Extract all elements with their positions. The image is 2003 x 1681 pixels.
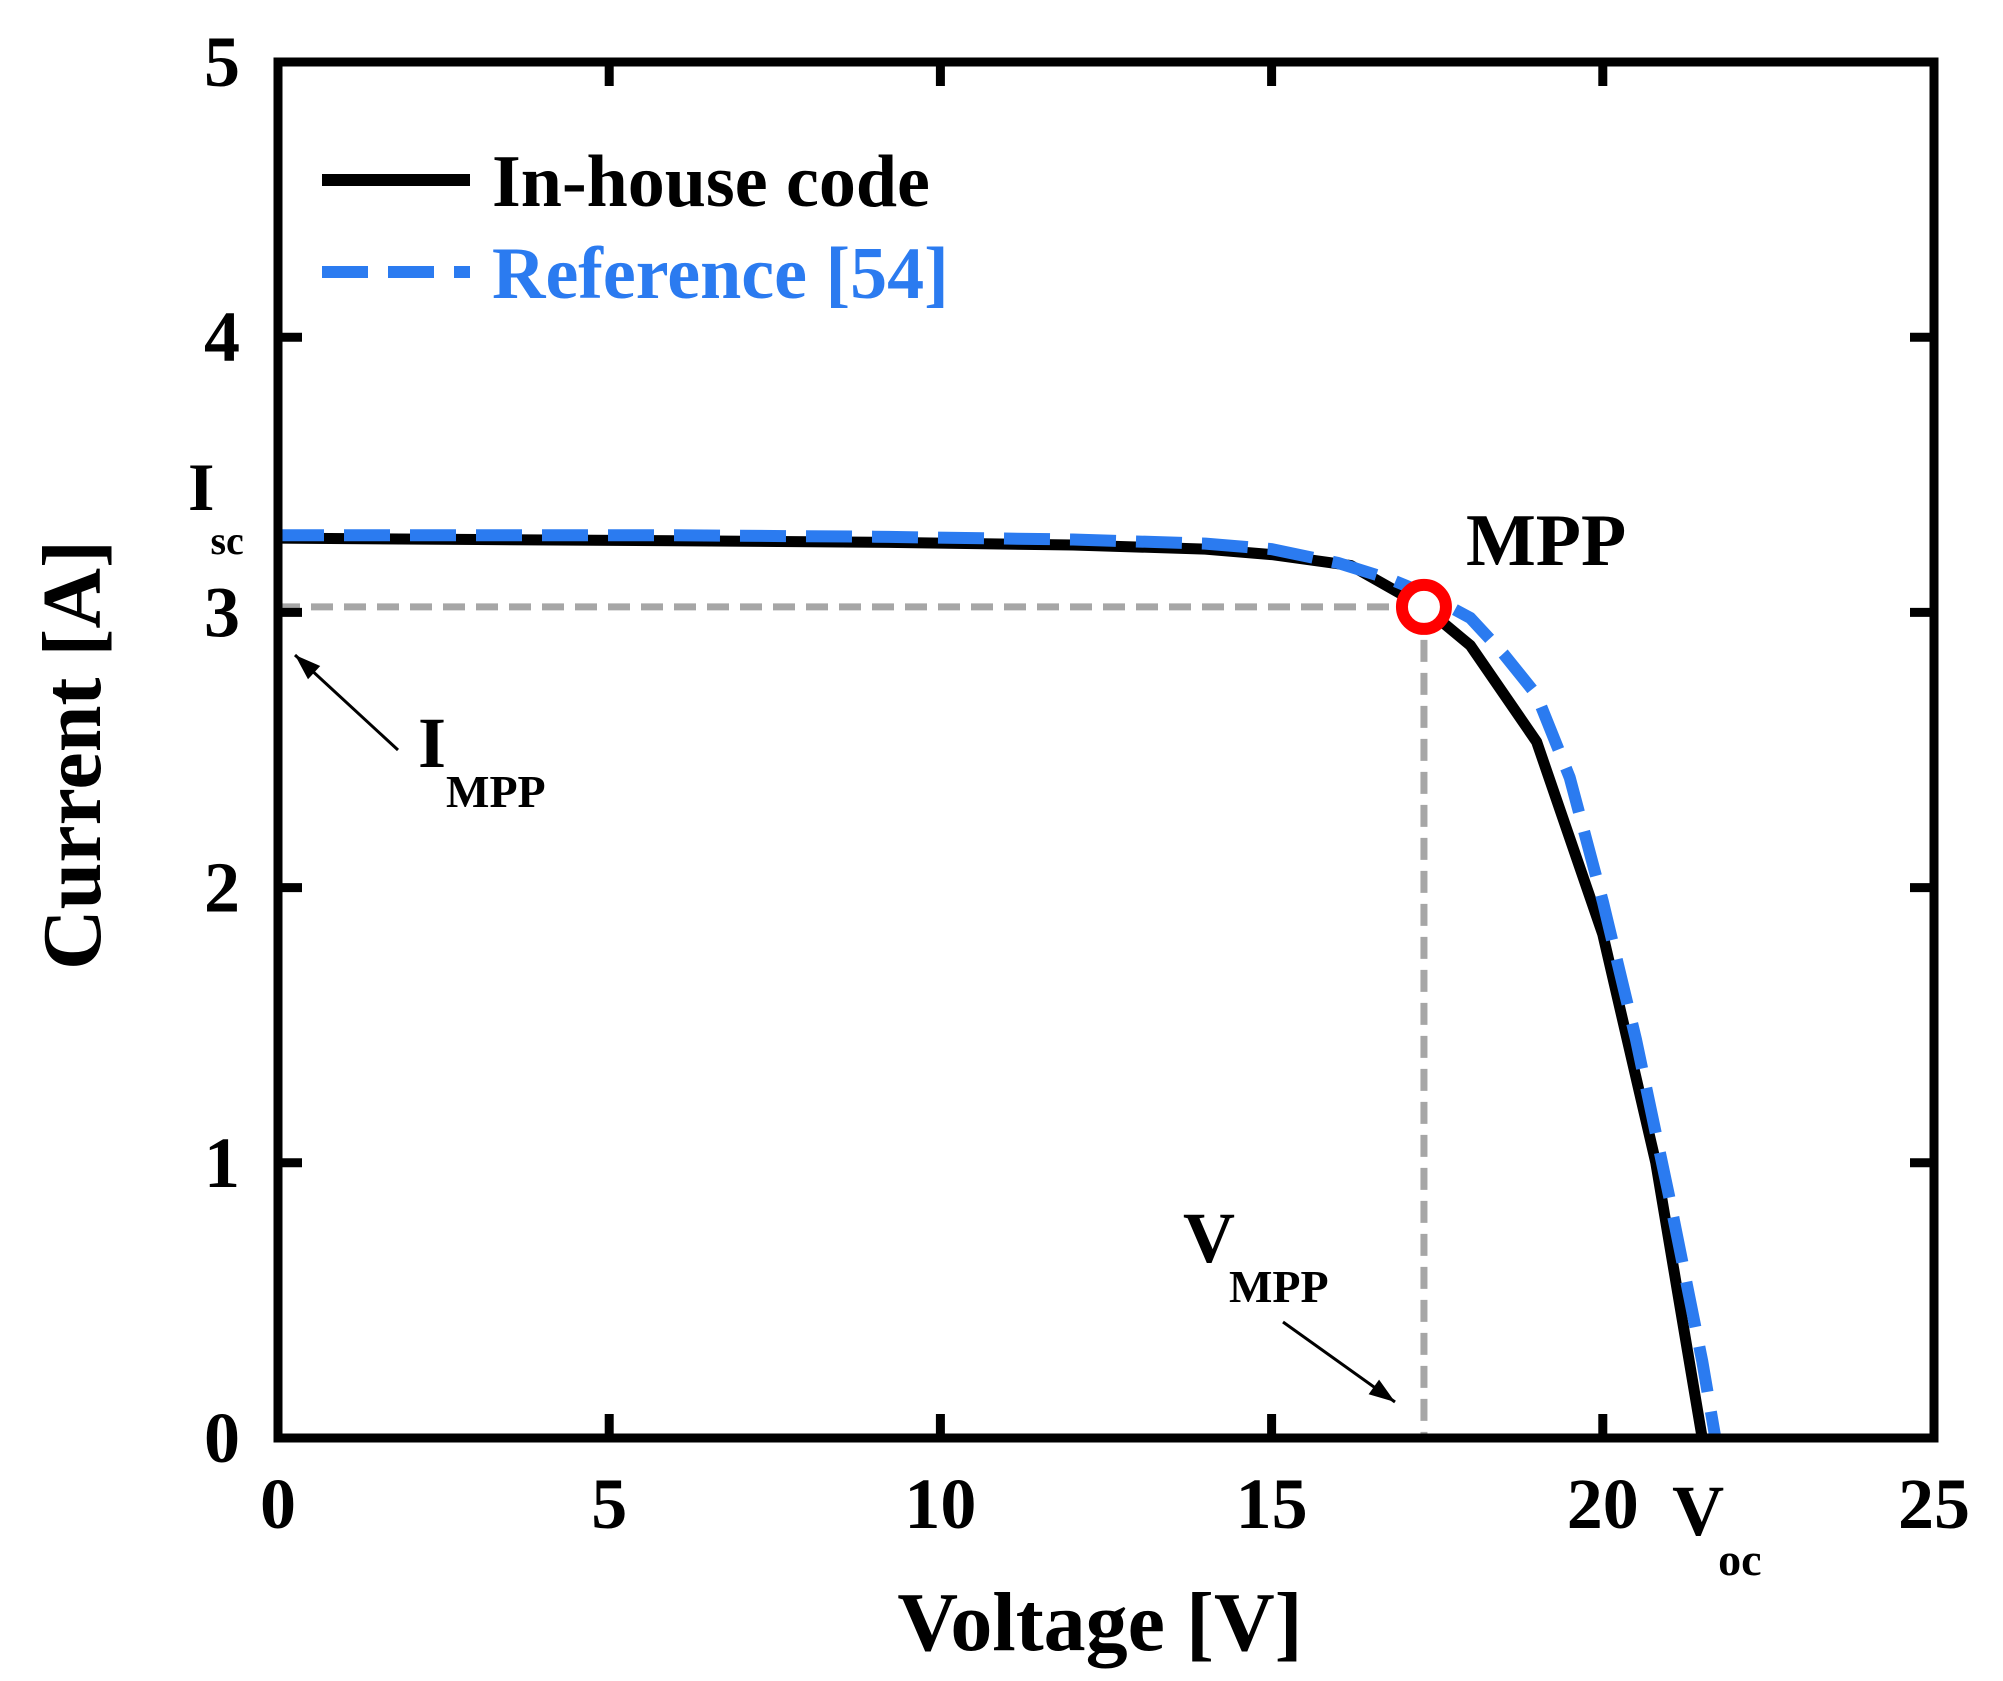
x-tick-label-5: 25 bbox=[1898, 1464, 1970, 1544]
y-tick-label-5: 5 bbox=[204, 22, 240, 102]
impp-label: IMPP bbox=[418, 703, 546, 817]
series-line-0 bbox=[277, 532, 1708, 1439]
vmpp-label: V MPP bbox=[1183, 1198, 1329, 1312]
impp-arrow bbox=[293, 653, 400, 752]
series-group bbox=[277, 529, 1722, 1440]
legend: In-house code Reference [54] bbox=[322, 141, 949, 315]
axes-group bbox=[273, 57, 1939, 1443]
x-tick-label-3: 15 bbox=[1236, 1464, 1308, 1544]
y-axis-title: Current [A] bbox=[26, 540, 119, 970]
x-axis-title: Voltage [V] bbox=[897, 1576, 1302, 1669]
x-tick-label-2: 10 bbox=[904, 1464, 976, 1544]
y-tick-label-2: 2 bbox=[204, 848, 240, 928]
mpp-marker bbox=[1395, 578, 1452, 635]
series-line-1 bbox=[278, 529, 1722, 1440]
mpp-guide-lines bbox=[278, 603, 1428, 1438]
mpp-label: MPP bbox=[1466, 500, 1626, 582]
x-tick-label-1: 5 bbox=[591, 1464, 627, 1544]
y-tick-label-0: 0 bbox=[204, 1398, 240, 1478]
legend-label-1: Reference [54] bbox=[492, 233, 949, 315]
y-tick-label-4: 4 bbox=[204, 297, 240, 377]
plot-frame bbox=[273, 57, 1939, 1443]
mpp-marker-group: MPP bbox=[1395, 500, 1626, 635]
x-tick-label-0: 0 bbox=[260, 1464, 296, 1544]
tick-group: 0 5 10 15 20 25 0 1 2 3 4 5 bbox=[204, 22, 1970, 1544]
vmpp-arrow bbox=[1282, 1320, 1396, 1404]
y-tick-label-1: 1 bbox=[204, 1123, 240, 1203]
impp-arrow-head bbox=[295, 655, 321, 680]
x-tick-label-4: 20 bbox=[1567, 1464, 1639, 1544]
legend-label-0: In-house code bbox=[492, 141, 930, 223]
y-tick-label-3: 3 bbox=[204, 572, 240, 652]
vmpp-arrow-head bbox=[1368, 1379, 1395, 1402]
